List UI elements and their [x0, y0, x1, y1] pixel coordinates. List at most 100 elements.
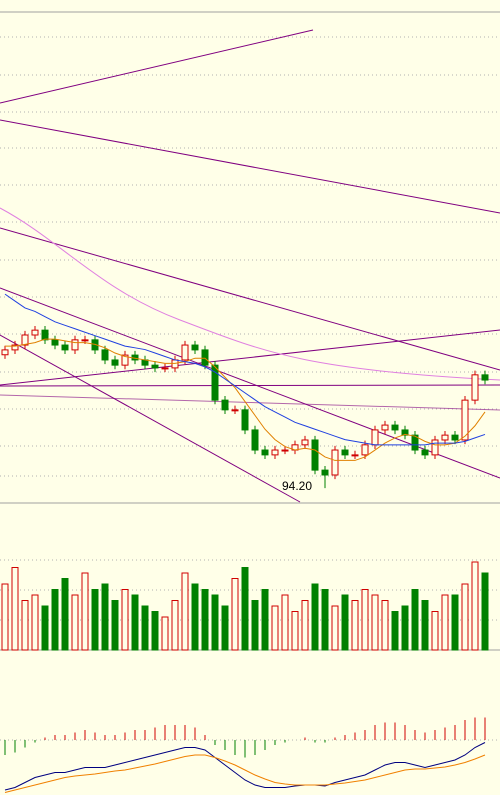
volume-bar — [421, 600, 429, 651]
long-average — [0, 207, 500, 381]
volume-bar — [191, 583, 199, 651]
candle-body — [281, 449, 289, 452]
candle-body — [431, 439, 439, 456]
candle-body — [71, 339, 79, 351]
volume-bar — [121, 589, 129, 651]
trend-line — [0, 329, 500, 386]
volume-bar — [131, 594, 139, 651]
volume-bar — [351, 600, 359, 651]
volume-bar — [201, 589, 209, 651]
candle-body — [271, 449, 279, 456]
volume-bar — [91, 589, 99, 651]
volume-bar — [111, 600, 119, 651]
volume-bar — [181, 572, 189, 651]
candle-body — [451, 434, 459, 441]
trend-line — [0, 394, 500, 411]
volume-bar — [71, 594, 79, 651]
volume-bar — [331, 605, 339, 651]
volume-bar — [321, 589, 329, 651]
macd-dif — [4, 742, 486, 791]
volume-bar — [391, 611, 399, 651]
volume-bar — [61, 578, 69, 651]
candle-body — [371, 429, 379, 446]
candle-body — [171, 359, 179, 369]
volume-bar — [241, 567, 249, 651]
volume-bar — [101, 583, 109, 651]
volume-bar — [281, 594, 289, 651]
volume-bar — [141, 605, 149, 651]
volume-bar — [341, 594, 349, 651]
candle-body — [351, 454, 359, 457]
volume-bar — [151, 611, 159, 651]
volume-bar — [81, 572, 89, 651]
candle-body — [411, 434, 419, 451]
volume-bar — [271, 605, 279, 651]
volume-bar — [171, 600, 179, 651]
candle-body — [381, 424, 389, 431]
volume-bar — [41, 605, 49, 651]
volume-bar — [31, 594, 39, 651]
candle-body — [121, 354, 129, 366]
candle-body — [231, 409, 239, 412]
volume-bar — [431, 611, 439, 651]
candle-body — [441, 434, 449, 441]
trend-line — [0, 119, 500, 214]
volume-bar — [261, 589, 269, 651]
candle-body — [261, 449, 269, 456]
candle-body — [31, 329, 39, 336]
volume-bar — [411, 589, 419, 651]
candle-body — [11, 344, 19, 351]
candle-body — [61, 344, 69, 351]
candle-body — [191, 344, 199, 351]
volume-bar — [11, 567, 19, 651]
candle-body — [41, 329, 49, 341]
candle-body — [401, 429, 409, 436]
candle-body — [461, 399, 469, 441]
volume-bar — [461, 583, 469, 651]
trend-line — [0, 29, 314, 104]
volume-bar — [381, 600, 389, 651]
layout — [0, 11, 500, 741]
candle-body — [151, 364, 159, 369]
volume-bar — [471, 561, 479, 651]
candle-body — [201, 349, 209, 366]
volume-bar — [291, 611, 299, 651]
candle-body — [301, 439, 309, 446]
candle-body — [361, 444, 369, 456]
volume-bar — [311, 583, 319, 651]
macd-dea — [4, 754, 486, 793]
candle-body — [221, 399, 229, 411]
candle-body — [111, 359, 119, 366]
candle-body — [211, 364, 219, 401]
volume-bar — [371, 594, 379, 651]
volume-bar — [231, 578, 239, 651]
candle-body — [181, 344, 189, 361]
volume-bar — [1, 583, 9, 651]
moving-average — [5, 338, 486, 461]
candle-body — [471, 374, 479, 401]
trend-line — [0, 384, 500, 387]
volume-bar — [301, 600, 309, 651]
candle-body — [241, 409, 249, 431]
candle-body — [421, 449, 429, 456]
volume-bar — [51, 589, 59, 651]
candle-body — [21, 334, 29, 346]
candle-body — [331, 449, 339, 476]
candle-body — [311, 439, 319, 471]
candle-body — [51, 339, 59, 346]
volume-bar — [361, 589, 369, 651]
candle-body — [161, 367, 169, 370]
candle-body — [101, 349, 109, 361]
candle-body — [251, 429, 259, 451]
volume-bar — [221, 605, 229, 651]
candle-body — [481, 374, 489, 381]
volume-bar — [481, 572, 489, 651]
volume-bar — [211, 594, 219, 651]
candle-body — [341, 449, 349, 456]
volume-bar — [451, 594, 459, 651]
candle-body — [321, 469, 329, 476]
trend-line — [0, 334, 301, 503]
volume-bar — [21, 600, 29, 651]
candle-body — [1, 349, 9, 356]
